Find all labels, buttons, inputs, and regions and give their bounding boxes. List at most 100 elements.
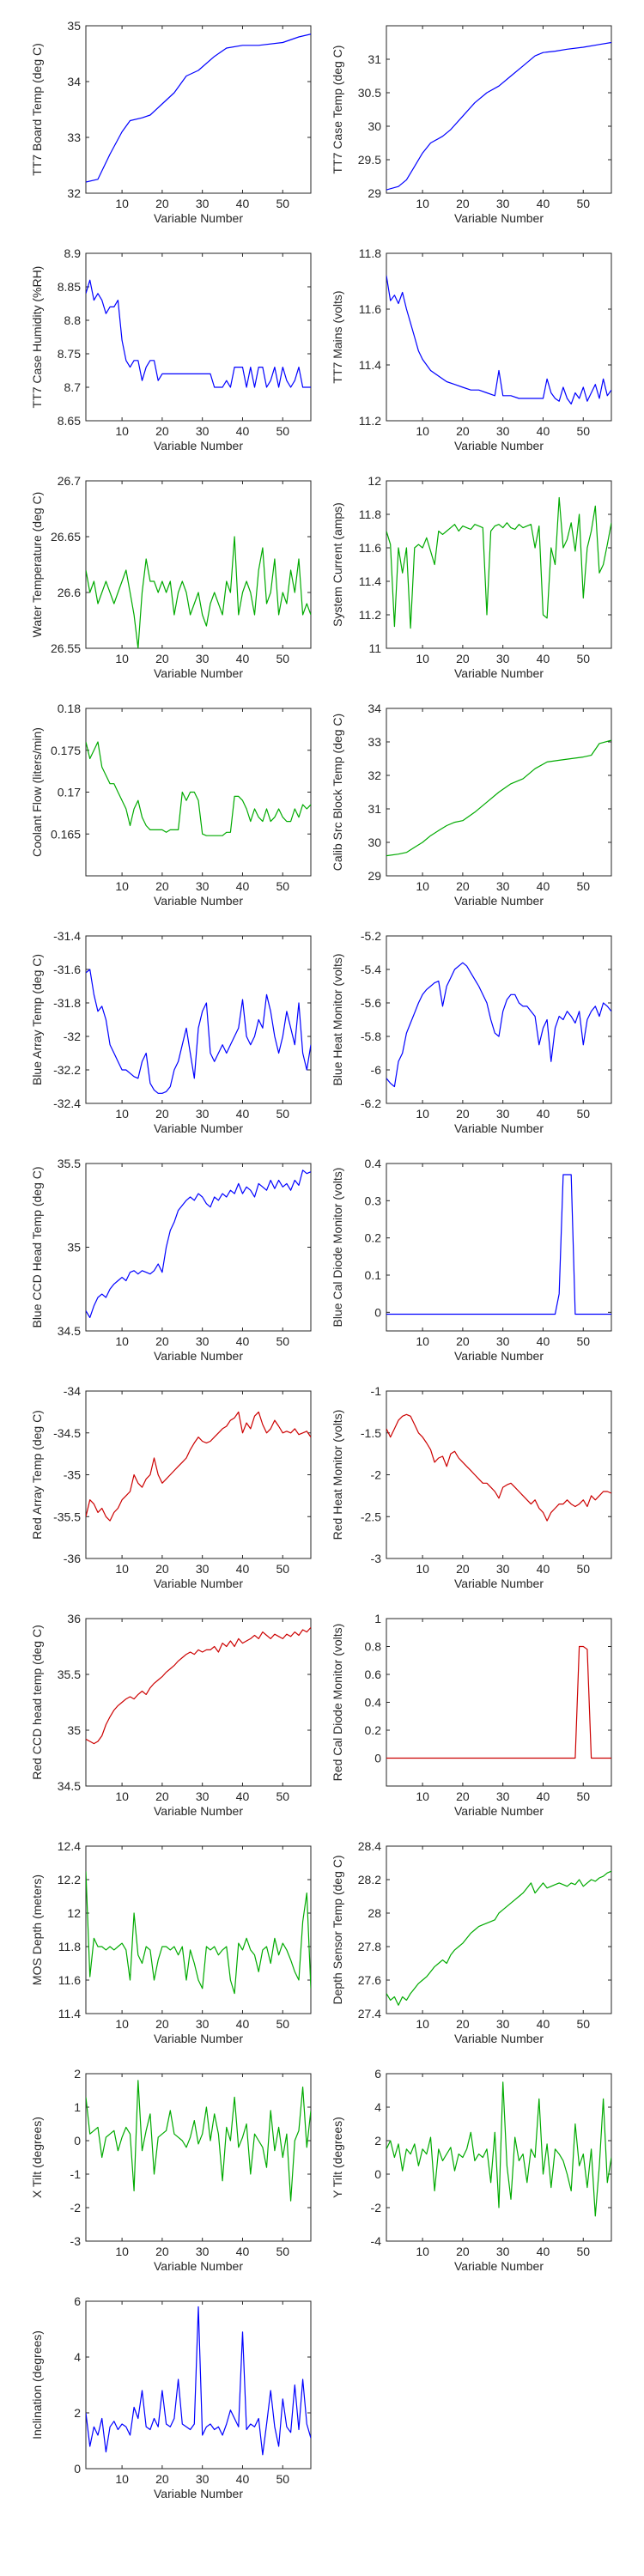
y-axis-label: System Current (amps): [331, 502, 344, 627]
x-tick-label: 10: [416, 197, 429, 210]
x-axis-label: Variable Number: [154, 1349, 243, 1363]
y-tick-label: -2.5: [361, 1510, 381, 1523]
plot-area: [386, 25, 612, 194]
y-tick-label: 35: [67, 19, 81, 33]
x-axis-label: Variable Number: [154, 894, 243, 908]
chart-panel-10: 10 20 30 40 50 -6.2 -6 -5.8 -5.6 -5.4 -5.2 Variable…: [331, 929, 612, 1135]
x-tick-label: 30: [496, 652, 510, 665]
series-line: [86, 741, 311, 836]
x-axis-label: Variable Number: [454, 894, 544, 908]
x-tick-label: 20: [456, 2245, 470, 2258]
plot-area: [386, 480, 612, 649]
y-tick-label: 8.85: [58, 280, 81, 294]
x-tick-label: 40: [236, 1789, 250, 1803]
series-line: [386, 2081, 611, 2217]
x-tick-label: 20: [155, 1107, 169, 1121]
y-axis-label: Blue CCD Head Temp (deg C): [30, 1166, 44, 1327]
y-tick-label: 0.17: [58, 786, 81, 799]
chart-panel-8: 10 20 30 40 50 29 30 31 32 33 34 Variable Number Cal…: [331, 702, 612, 908]
y-axis-label: Red Heat Monitor (volts): [331, 1410, 344, 1540]
plot-area: [85, 252, 312, 422]
series-line: [386, 275, 611, 405]
chart-panel-1: 10 20 30 40 50 32 33 34 35 Variable Number TT7 Boa…: [30, 19, 312, 225]
x-tick-label: 40: [537, 1562, 550, 1576]
series-line: [86, 1170, 311, 1319]
y-tick-label: 33: [368, 735, 381, 749]
y-tick-label: 36: [67, 1612, 81, 1625]
y-tick-label: 8.8: [64, 313, 82, 327]
x-tick-label: 40: [537, 2245, 550, 2258]
x-tick-label: 20: [155, 879, 169, 893]
x-tick-label: 40: [236, 652, 250, 665]
y-tick-label: -36: [64, 1552, 81, 1565]
y-axis-label: Blue Heat Monitor (volts): [331, 953, 344, 1085]
y-tick-label: -5.6: [361, 996, 381, 1010]
x-axis-label: Variable Number: [454, 1577, 544, 1590]
x-tick-label: 30: [496, 1562, 510, 1576]
plot-area: [85, 1390, 312, 1559]
x-tick-label: 40: [236, 424, 250, 438]
x-tick-label: 50: [276, 879, 289, 893]
y-tick-label: -5.2: [361, 929, 381, 943]
y-tick-label: 31: [368, 802, 381, 816]
y-tick-label: 11.8: [359, 507, 381, 521]
x-tick-label: 50: [576, 197, 590, 210]
series-line: [386, 1645, 611, 1759]
x-tick-label: 30: [496, 1107, 510, 1121]
x-tick-label: 10: [416, 2017, 429, 2031]
y-tick-label: 0.1: [365, 1268, 382, 1282]
series-line: [86, 536, 311, 648]
y-axis-label: Red Array Temp (deg C): [30, 1410, 44, 1540]
y-axis-label: Blue Array Temp (deg C): [30, 954, 44, 1085]
y-tick-label: -5.4: [361, 963, 381, 976]
y-tick-label: 11.4: [359, 574, 381, 588]
y-tick-label: 8.9: [64, 246, 82, 260]
y-tick-label: 34: [368, 702, 381, 715]
x-tick-label: 40: [236, 1562, 250, 1576]
y-tick-label: 2: [74, 2406, 81, 2420]
x-tick-label: 20: [456, 1789, 470, 1803]
series-line: [86, 969, 311, 1094]
y-tick-label: 30: [368, 119, 381, 133]
y-tick-label: -1: [371, 1384, 382, 1398]
y-tick-label: 11.8: [58, 1940, 81, 1953]
x-tick-label: 30: [496, 424, 510, 438]
y-axis-label: TT7 Mains (volts): [331, 290, 344, 383]
y-tick-label: 0.2: [365, 1723, 382, 1737]
series-line: [386, 739, 611, 857]
y-axis-label: Depth Sensor Temp (deg C): [331, 1855, 344, 2004]
y-axis-label: Water Temperature (deg C): [30, 492, 44, 638]
x-tick-label: 20: [155, 2017, 169, 2031]
x-tick-label: 20: [456, 652, 470, 665]
y-axis-label: TT7 Case Temp (deg C): [331, 46, 344, 174]
x-tick-label: 10: [115, 424, 129, 438]
y-tick-label: 12: [67, 1906, 81, 1920]
x-tick-label: 10: [115, 1334, 129, 1348]
y-tick-label: -35: [64, 1468, 81, 1482]
y-tick-label: 0: [374, 2167, 381, 2181]
plot-area: [386, 2073, 612, 2242]
y-tick-label: 4: [374, 2100, 381, 2114]
plot-area: [85, 1845, 312, 2014]
y-tick-label: 0.3: [365, 1194, 382, 1207]
x-tick-label: 30: [196, 1334, 210, 1348]
y-tick-label: -32: [64, 1030, 81, 1043]
chart-panel-16: 10 20 30 40 50 0 0.2 0.4 0.6 0.8 1 Variable Number R…: [331, 1612, 612, 1818]
x-axis-label: Variable Number: [154, 1804, 243, 1818]
y-tick-label: 35: [67, 1723, 81, 1737]
y-tick-label: 28: [368, 1906, 381, 1920]
x-tick-label: 10: [416, 2245, 429, 2258]
series-line: [86, 279, 311, 388]
x-tick-label: 10: [115, 1562, 129, 1576]
chart-panel-2: 10 20 30 40 50 29 29.5 30 30.5 31 Variable Number T…: [331, 25, 612, 225]
y-tick-label: -5.8: [361, 1030, 381, 1043]
x-tick-label: 20: [155, 197, 169, 210]
chart-panel-5: 10 20 30 40 50 26.55 26.6 26.65 26.7 Variable Num…: [30, 474, 312, 680]
y-axis-label: Y Tilt (degrees): [331, 2117, 344, 2198]
series-line: [86, 33, 311, 183]
y-axis-label: Coolant Flow (liters/min): [30, 727, 44, 857]
y-tick-label: 34: [67, 75, 81, 88]
y-tick-label: 0.2: [365, 1231, 382, 1245]
y-tick-label: 26.6: [58, 586, 81, 599]
chart-panel-9: 10 20 30 40 50 -32.4 -32.2 -32 -31.8 -31.6 -31.4 Va…: [30, 929, 312, 1135]
